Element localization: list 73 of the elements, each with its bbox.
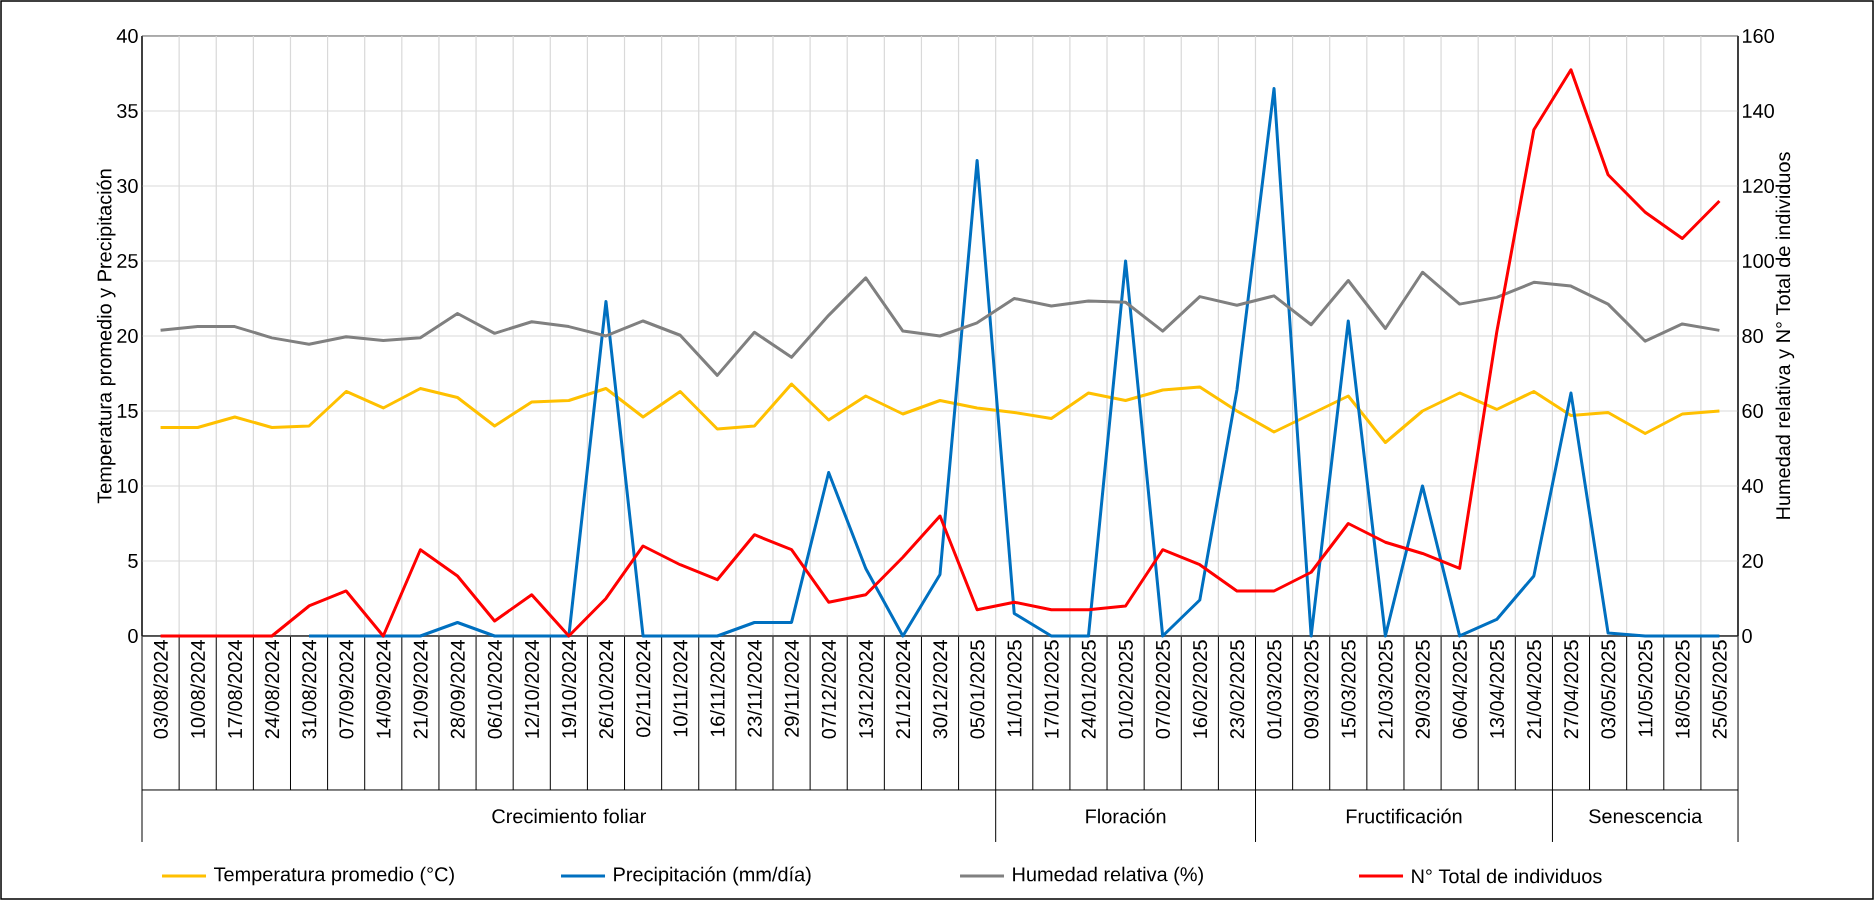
legend-label: Temperatura promedio (°C) [213,866,454,886]
y-tick-label: 15 [117,404,138,418]
y-tick-label: 40 [116,28,138,44]
x-tick-label: 31/08/2024 [301,640,317,739]
x-tick-label: 23/02/2025 [1229,640,1245,739]
y2-tick-label: 100 [1743,253,1774,269]
x-tick-label: 14/09/2024 [375,640,391,738]
y-axis-title: Temperatura promedio y Precipitación [96,169,116,504]
text: Floración [1086,808,1166,824]
x-tick-label: 10/08/2024 [190,640,205,738]
x-tick-label: 13/04/2025 [1489,640,1505,738]
x-tick-label: 11/01/2025 [1006,640,1022,737]
x-tick-label: 21/04/2025 [1526,640,1542,739]
x-tick-label: 07/12/2024 [821,640,836,739]
y2-tick-label: 40 [1741,478,1763,494]
x-tick-label: 21/09/2024 [413,640,428,739]
line-series [159,382,1721,444]
x-tick-label: 16/11/2024 [709,640,725,737]
y-tick-label: 35 [117,103,138,119]
y2-tick-label: 120 [1743,178,1774,194]
x-tick-label: 24/01/2025 [1081,640,1096,739]
x-tick-label: 05/01/2025 [969,640,985,739]
x-tick-label: 03/08/2024 [153,640,168,739]
text: Senescencia [1589,808,1703,824]
x-tick-label: 25/05/2025 [1712,640,1727,739]
y-tick-label: 10 [117,478,138,494]
y2-tick-label: 140 [1743,103,1774,119]
x-tick-label: 02/11/2024 [635,640,651,737]
x-tick-label: 06/04/2025 [1452,640,1467,739]
x-tick-label: 27/04/2025 [1563,640,1579,739]
x-tick-label: 11/05/2025 [1637,640,1653,737]
x-tick-label: 29/03/2025 [1415,640,1430,739]
y2-tick-label: 80 [1742,328,1763,344]
x-tick-label: 30/12/2024 [932,640,948,739]
y2-tick-label: 160 [1743,28,1774,44]
legend-label: Humedad relativa (%) [1013,866,1203,886]
x-tick-label: 07/02/2025 [1155,640,1170,739]
x-tick-label: 07/09/2024 [338,640,354,739]
y-tick-label: 20 [117,328,138,344]
x-tick-label: 09/03/2025 [1303,640,1319,739]
x-tick-label: 16/02/2025 [1192,640,1208,738]
y-tick-label: 5 [128,554,138,568]
x-tick-label: 01/02/2025 [1118,640,1133,739]
x-tick-label: 12/10/2024 [524,640,540,738]
x-tick-label: 01/03/2025 [1266,640,1282,739]
x-tick-label: 28/09/2024 [450,640,465,739]
y2-tick-label: 0 [1742,628,1752,644]
x-tick-label: 29/11/2024 [784,640,799,737]
x-tick-label: 10/11/2024 [672,640,688,737]
y-tick-label: 0 [128,628,138,644]
legend-label: N° Total de individuos [1412,868,1602,884]
x-tick-label: 26/10/2024 [598,640,614,739]
y-tick-label: 30 [117,178,138,194]
x-tick-label: 24/08/2024 [264,640,280,739]
x-tick-label: 17/08/2024 [227,640,243,738]
x-tick-label: 15/03/2025 [1340,640,1356,738]
text: Fructificación [1346,808,1462,824]
x-tick-label: 06/10/2024 [487,640,502,739]
legend-label: Precipitación (mm/día) [614,866,811,886]
text: Crecimiento foliar [492,808,646,824]
y2-tick-label: 20 [1742,553,1763,569]
x-tick-label: 03/05/2025 [1600,640,1616,739]
x-tick-label: 21/12/2024 [895,640,911,739]
x-tick-label: 13/12/2024 [858,640,874,738]
x-tick-label: 18/05/2025 [1674,640,1690,738]
x-tick-label: 17/01/2025 [1044,640,1059,738]
line-series [159,270,1721,377]
x-tick-label: 19/10/2024 [561,640,577,738]
y2-axis-title: Humedad relativa y N° Total de individuos [1775,152,1795,519]
y2-tick-label: 60 [1742,403,1763,419]
x-tick-label: 21/03/2025 [1378,640,1393,739]
y-tick-label: 25 [117,253,138,269]
x-tick-label: 23/11/2024 [747,640,762,737]
